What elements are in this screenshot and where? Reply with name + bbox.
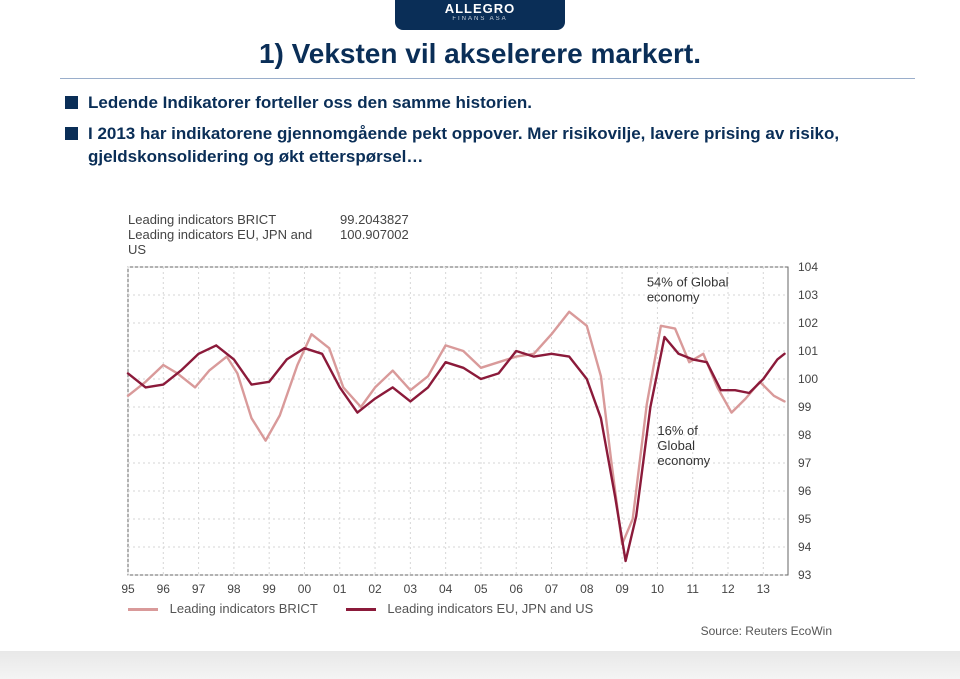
svg-text:102: 102: [798, 316, 818, 330]
svg-text:98: 98: [798, 428, 812, 442]
svg-text:104: 104: [798, 261, 818, 274]
svg-text:96: 96: [798, 484, 812, 498]
svg-text:99: 99: [262, 582, 276, 596]
svg-text:95: 95: [121, 582, 135, 596]
bullet-text: Ledende Indikatorer forteller oss den sa…: [88, 92, 532, 115]
svg-text:04: 04: [439, 582, 453, 596]
legend-swatch-icon: [346, 608, 376, 611]
svg-text:99: 99: [798, 400, 812, 414]
legend-item: Leading indicators BRICT: [128, 601, 318, 616]
logo-main: ALLEGRO: [395, 2, 565, 16]
logo-banner: ALLEGRO FINANS ASA: [395, 0, 565, 30]
svg-text:16% of: 16% of: [657, 423, 698, 438]
svg-text:100: 100: [798, 372, 818, 386]
bullet-list: Ledende Indikatorer forteller oss den sa…: [65, 92, 900, 177]
svg-text:98: 98: [227, 582, 241, 596]
chart-source: Source: Reuters EcoWin: [701, 624, 832, 638]
svg-text:10: 10: [651, 582, 665, 596]
page-title: 1) Veksten vil akselerere markert.: [0, 38, 960, 70]
svg-text:01: 01: [333, 582, 347, 596]
svg-text:97: 97: [798, 456, 812, 470]
svg-text:05: 05: [474, 582, 488, 596]
bullet-text: I 2013 har indikatorene gjennomgående pe…: [88, 123, 900, 169]
svg-text:13: 13: [757, 582, 771, 596]
svg-text:12: 12: [721, 582, 735, 596]
legend-swatch-icon: [128, 608, 158, 611]
chart-container: Leading indicators BRICT 99.2043827 Lead…: [120, 212, 840, 642]
svg-text:94: 94: [798, 540, 812, 554]
chart-legend: Leading indicators BRICT Leading indicat…: [128, 601, 593, 616]
svg-text:08: 08: [580, 582, 594, 596]
bullet-item: Ledende Indikatorer forteller oss den sa…: [65, 92, 900, 115]
svg-text:Global: Global: [657, 438, 695, 453]
svg-text:economy: economy: [647, 290, 700, 305]
title-rule: [60, 78, 915, 79]
header-value: 100.907002: [340, 227, 409, 257]
legend-item: Leading indicators EU, JPN and US: [346, 601, 594, 616]
chart-header-row: Leading indicators BRICT 99.2043827: [128, 212, 409, 227]
chart-header-row: Leading indicators EU, JPN and US 100.90…: [128, 227, 409, 257]
svg-text:96: 96: [157, 582, 171, 596]
svg-text:101: 101: [798, 344, 818, 358]
svg-text:02: 02: [368, 582, 382, 596]
logo-sub: FINANS ASA: [395, 16, 565, 23]
bullet-item: I 2013 har indikatorene gjennomgående pe…: [65, 123, 900, 169]
svg-text:95: 95: [798, 512, 812, 526]
svg-text:93: 93: [798, 568, 812, 582]
legend-label: Leading indicators BRICT: [170, 601, 318, 616]
legend-label: Leading indicators EU, JPN and US: [387, 601, 593, 616]
svg-text:00: 00: [298, 582, 312, 596]
svg-text:09: 09: [615, 582, 629, 596]
svg-text:03: 03: [404, 582, 418, 596]
svg-text:97: 97: [192, 582, 206, 596]
svg-text:54% of Global: 54% of Global: [647, 275, 729, 290]
line-chart: 9394959697989910010110210310495969798990…: [120, 261, 840, 601]
bullet-square-icon: [65, 127, 78, 140]
header-value: 99.2043827: [340, 212, 409, 227]
header-label: Leading indicators EU, JPN and US: [128, 227, 328, 257]
header-label: Leading indicators BRICT: [128, 212, 328, 227]
svg-text:103: 103: [798, 288, 818, 302]
bullet-square-icon: [65, 96, 78, 109]
chart-header: Leading indicators BRICT 99.2043827 Lead…: [128, 212, 840, 257]
svg-text:11: 11: [686, 582, 699, 596]
svg-text:economy: economy: [657, 453, 710, 468]
page-footer: [0, 651, 960, 679]
svg-text:07: 07: [545, 582, 559, 596]
svg-text:06: 06: [510, 582, 524, 596]
